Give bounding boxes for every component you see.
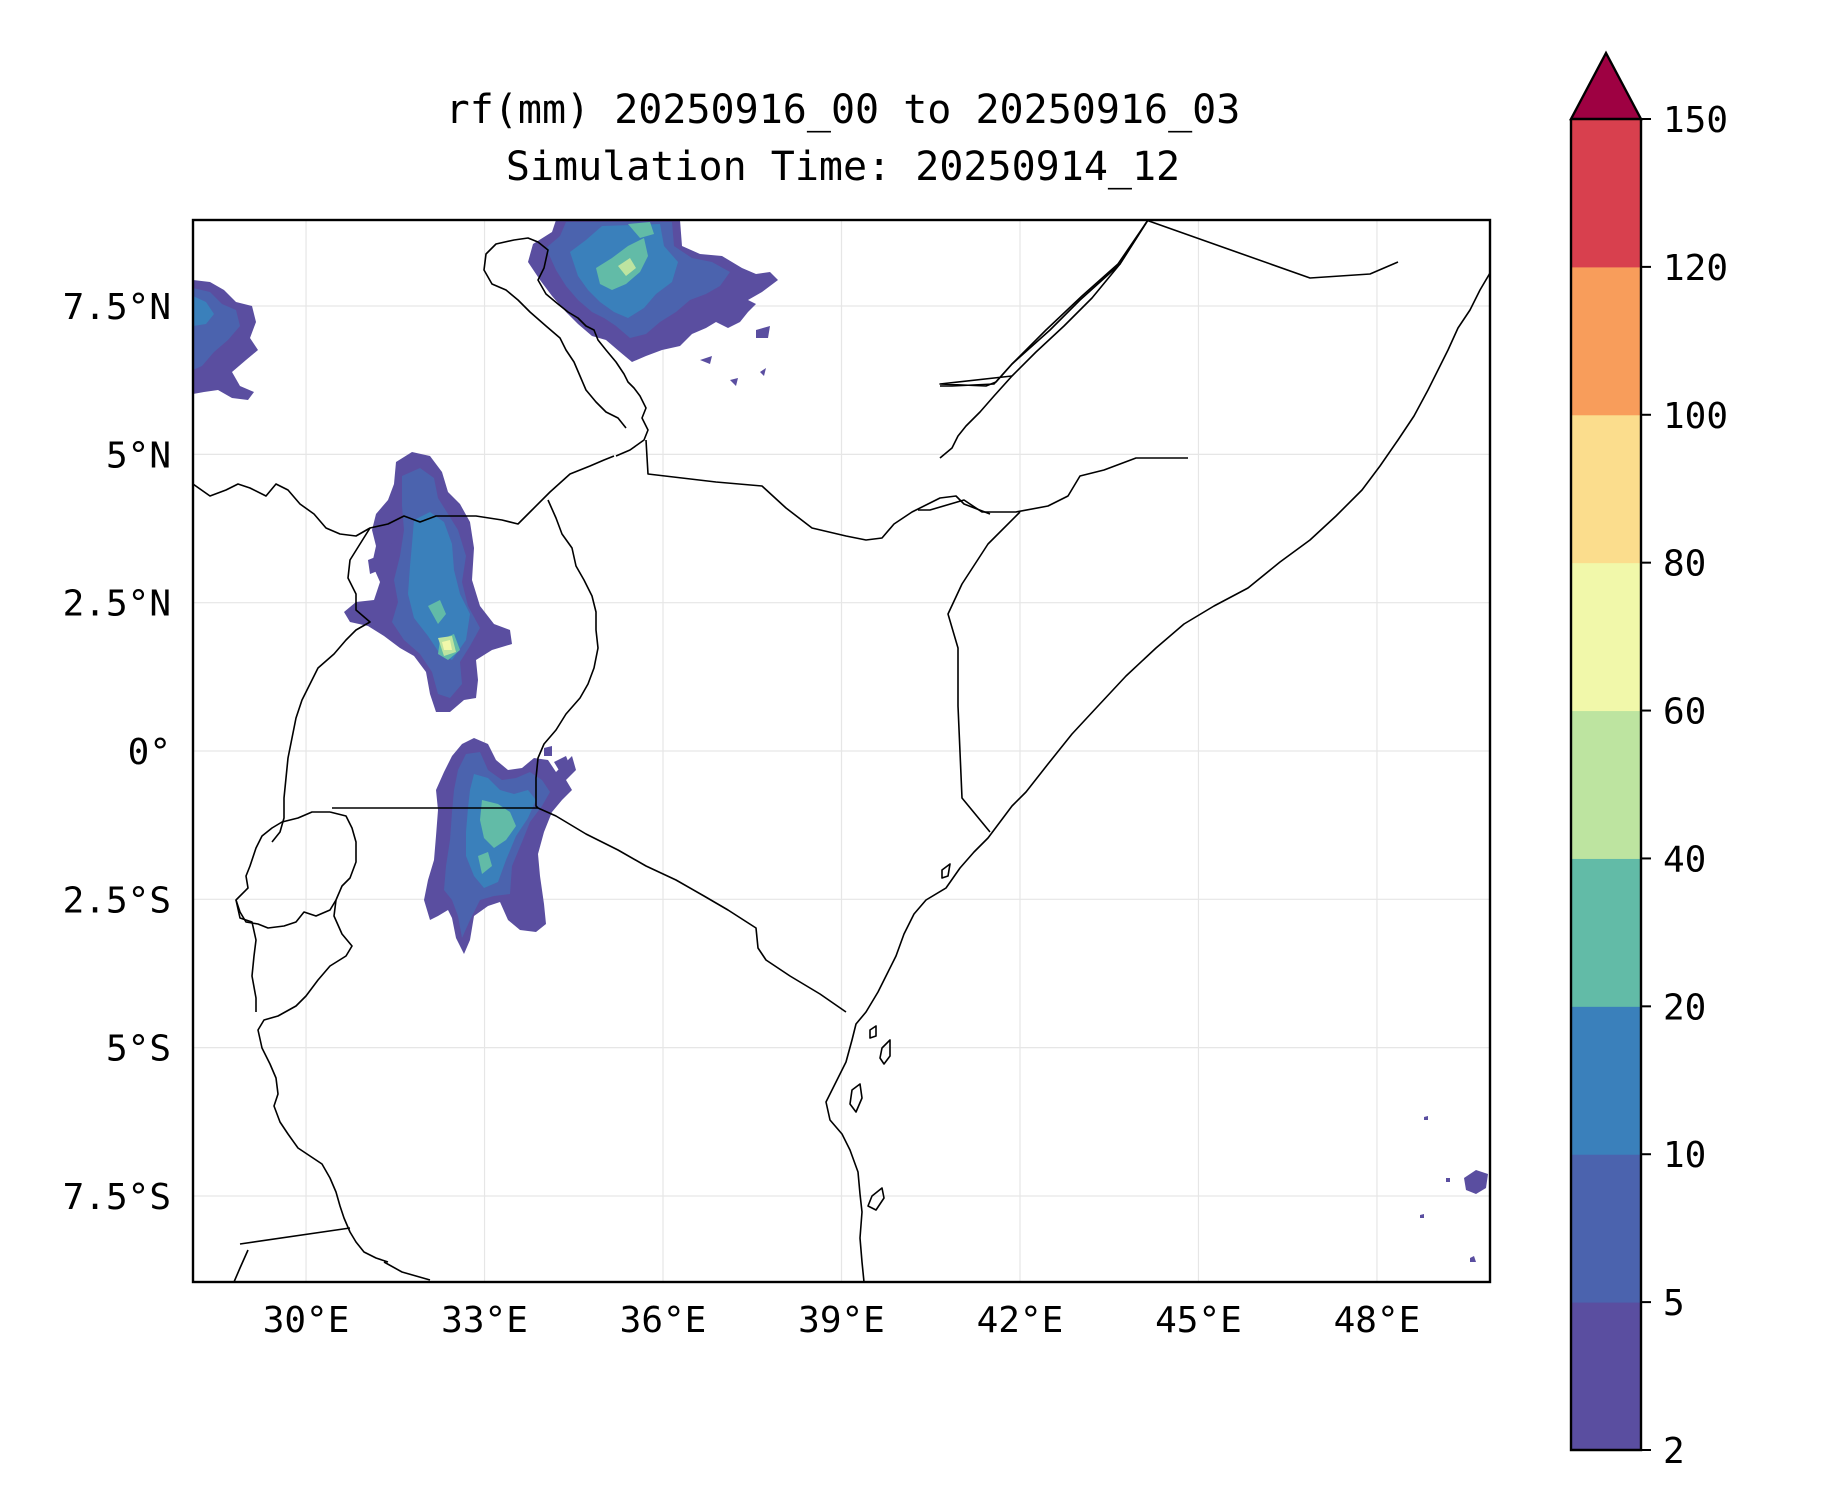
boundary-ethiopia-somalia-south [918, 457, 1188, 513]
colorbar-extend-arrow [1569, 50, 1643, 121]
lat-tick-label: 2.5°N [63, 584, 171, 625]
lat-tick-label: 0° [128, 732, 171, 773]
rain-level-40-60 [618, 258, 636, 276]
boundary-tanzania-zambia [233, 1227, 351, 1282]
rain-level-20-40 [628, 222, 654, 238]
figure-title-line2: Simulation Time: 20250914_12 [506, 144, 1180, 190]
colorbar-segment [1571, 858, 1641, 1007]
rain-cluster-lake-victoria [424, 738, 576, 954]
colorbar-tick-label: 2 [1663, 1431, 1685, 1472]
colorbar-segment [1571, 562, 1641, 712]
rainfall-field [193, 220, 1488, 1262]
boundary-tanzania-burundi [257, 899, 389, 1263]
rain-cluster-uganda [344, 452, 512, 712]
colorbar-segment [1571, 1302, 1641, 1451]
map-frame [191, 218, 1492, 1284]
boundary-ethiopia-south-sudan [483, 237, 649, 457]
zanzibar-island [879, 1039, 891, 1065]
boundary-djibouti-eritrea [1145, 220, 1399, 279]
rain-level-2-5 [1464, 1170, 1488, 1194]
mafia-island [867, 1187, 885, 1211]
colorbar-tick-label: 40 [1663, 839, 1706, 880]
colorbar-tick-label: 80 [1663, 544, 1706, 585]
rain-level-10-20 [408, 512, 470, 660]
boundary-tanzania-drc [235, 899, 257, 1012]
figure-title-line1: rf(mm) 20250916_00 to 20250916_03 [446, 87, 1241, 133]
rain-level-10-20 [193, 296, 214, 326]
lon-tick-label: 42°E [977, 1300, 1064, 1341]
colorbar: 2 5 10 20 40 60 80 100 120 150 [1569, 50, 1728, 1472]
rain-cluster-north [528, 220, 778, 386]
boundary-south-tanzania [383, 1261, 431, 1281]
colorbar-segment [1571, 414, 1641, 564]
lon-tick-label: 39°E [798, 1300, 885, 1341]
map-boundaries [193, 220, 1490, 1282]
rain-speck [700, 326, 770, 386]
boundary-south-sudan-ethiopia-east [645, 439, 991, 541]
lat-tick-label: 5°N [106, 435, 171, 476]
boundary-south-sudan-uganda [193, 455, 615, 537]
colorbar-outline [1569, 119, 1643, 1452]
lon-tick-label: 33°E [441, 1300, 528, 1341]
boundary-kenya-uganda-north [535, 499, 599, 809]
lon-tick-label: 30°E [263, 1300, 350, 1341]
colorbar-segment [1571, 119, 1641, 268]
pemba-island [869, 1025, 877, 1039]
colorbar-tick-label: 5 [1663, 1283, 1685, 1324]
colorbar-segment [1571, 266, 1641, 416]
colorbar-tick-label: 150 [1663, 100, 1728, 141]
longitude-axis: 30°E 33°E 36°E 39°E 42°E 45°E 48°E [263, 1300, 1421, 1341]
lon-tick-label: 48°E [1334, 1300, 1421, 1341]
lat-tick-label: 5°S [106, 1029, 171, 1070]
lat-tick-label: 7.5°S [63, 1177, 171, 1218]
colorbar-segment [1571, 710, 1641, 859]
lat-tick-label: 7.5°N [63, 287, 171, 328]
lat-tick-label: 2.5°S [63, 880, 171, 921]
boundary-drc-uganda [271, 527, 371, 843]
boundary-kenya-tanzania [537, 807, 847, 1013]
colorbar-tick-label: 120 [1663, 248, 1728, 289]
coastline-somalia-kenya [825, 272, 1490, 1282]
colorbar-tick-label: 10 [1663, 1135, 1706, 1176]
colorbar-segment [1571, 1154, 1641, 1303]
latitude-axis: 7.5°N 5°N 2.5°N 0° 2.5°S 5°S 7.5°S [63, 287, 171, 1218]
boundary-ethiopia-somaliland [940, 220, 1149, 387]
rain-level-20-40 [480, 800, 516, 848]
rain-level-60-80 [442, 640, 452, 650]
coastline-horn-north [939, 220, 1149, 459]
colorbar-segment [1571, 1006, 1641, 1155]
colorbar-tick-label: 20 [1663, 987, 1706, 1028]
rain-speck [544, 746, 570, 772]
colorbar-tick-label: 60 [1663, 692, 1706, 733]
lon-tick-label: 45°E [1155, 1300, 1242, 1341]
rain-cluster-west-edge [193, 280, 258, 400]
rain-level-2-5 [368, 522, 398, 574]
rain-level-20-40 [478, 852, 492, 874]
boundary-rwanda-burundi [235, 811, 357, 929]
lon-tick-label: 36°E [620, 1300, 707, 1341]
zanzibar-south [849, 1083, 863, 1113]
boundary-ethiopia-kenya [947, 511, 1021, 833]
rain-cluster-southeast [1420, 1116, 1488, 1262]
colorbar-tick-label: 100 [1663, 396, 1728, 437]
lamu-islands [941, 863, 951, 879]
